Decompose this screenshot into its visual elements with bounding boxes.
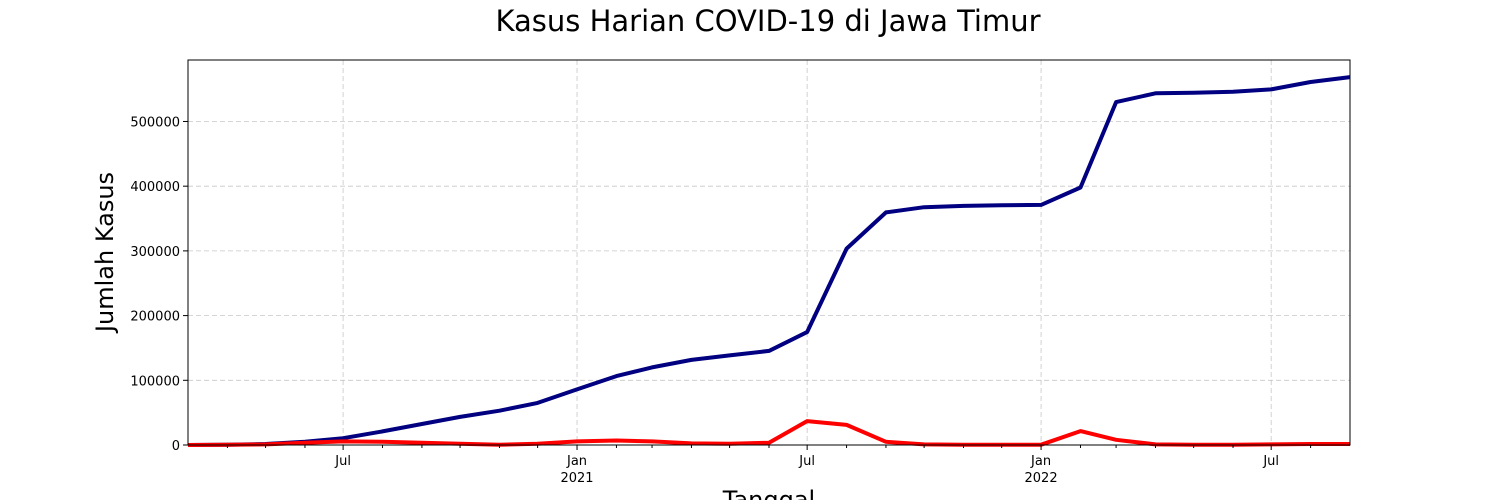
x-tick-label: Jul [798,454,815,469]
grid-layer [188,60,1350,445]
y-tick-label: 500000 [130,115,180,130]
x-axis-label: Tanggal [722,486,815,500]
series-layer [187,75,1351,447]
y-axis-label: Jumlah Kasus [91,172,119,334]
y-tick-label: 0 [172,439,180,454]
y-tick-label: 100000 [130,374,180,389]
x-tick-label: Jan [1030,454,1051,469]
y-tick-label: 400000 [130,180,180,195]
series-line-2 [187,419,1350,447]
x-tick-label: Jul [1262,454,1279,469]
x-tick-label: Jan [566,454,587,469]
chart-title: Kasus Harian COVID-19 di Jawa Timur [495,4,1040,38]
x-tick-year-label: 2022 [1025,471,1058,486]
y-tick-label: 300000 [130,245,180,260]
x-tick-year-label: 2021 [560,471,593,486]
tick-layer: 0 100000 200000 300000 400000 500000 Jul Jan 202… [130,115,1312,486]
plot-frame [187,59,1351,446]
x-tick-label: Jul [334,454,351,469]
series-line-1 [187,75,1351,447]
y-tick-label: 200000 [130,310,180,325]
